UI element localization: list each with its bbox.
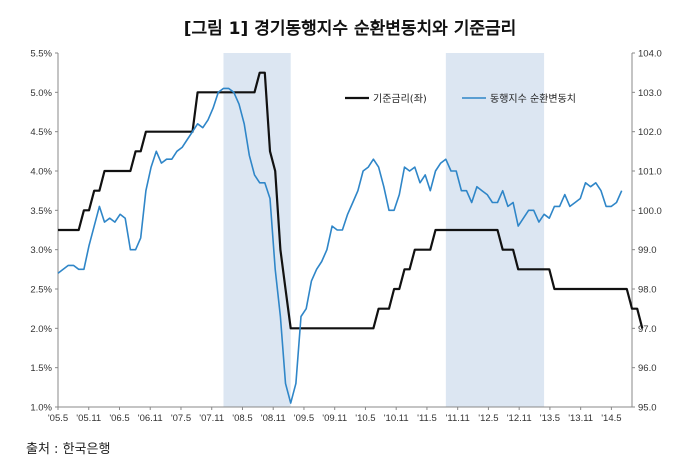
right-tick-label: 98.0 — [638, 285, 657, 296]
x-tick-label: '05.5 — [48, 413, 68, 424]
legend-label: 기준금리(좌) — [373, 93, 427, 105]
x-tick-label: '05.11 — [76, 413, 101, 424]
x-tick-label: '14.5 — [601, 413, 621, 424]
shaded-period-1 — [223, 53, 291, 407]
x-tick-label: '10.5 — [355, 413, 375, 424]
left-tick-label: 5.5% — [30, 49, 52, 60]
right-tick-label: 101.0 — [638, 167, 662, 178]
x-tick-label: '07.11 — [199, 413, 224, 424]
left-tick-label: 1.5% — [30, 363, 52, 374]
right-tick-label: 97.0 — [638, 324, 657, 335]
x-tick-label: '13.5 — [540, 413, 560, 424]
right-tick-label: 95.0 — [638, 403, 657, 414]
left-tick-label: 3.5% — [30, 206, 52, 217]
left-tick-label: 4.0% — [30, 167, 52, 178]
x-tick-label: '13.11 — [568, 413, 593, 424]
x-tick-label: '12.5 — [478, 413, 498, 424]
x-tick-label: '09.5 — [294, 413, 314, 424]
right-tick-label: 104.0 — [638, 49, 662, 60]
x-tick-label: '07.5 — [171, 413, 191, 424]
left-tick-label: 2.0% — [30, 324, 52, 335]
left-tick-label: 1.0% — [30, 403, 52, 414]
series-line-base-rate — [58, 71, 644, 330]
x-tick-label: '06.11 — [138, 413, 163, 424]
right-tick-label: 99.0 — [638, 245, 657, 256]
source-note: 출처 : 한국은행 — [26, 442, 111, 457]
series-line-coincident-index — [57, 87, 623, 404]
right-tick-label: 100.0 — [638, 206, 662, 217]
right-tick-label: 102.0 — [638, 127, 662, 138]
x-tick-label: '06.5 — [109, 413, 129, 424]
left-tick-label: 2.5% — [30, 285, 52, 296]
x-tick-label: '10.11 — [384, 413, 409, 424]
x-tick-label: '12.11 — [507, 413, 532, 424]
right-tick-label: 103.0 — [638, 88, 662, 99]
x-tick-label: '09.11 — [322, 413, 347, 424]
axes: 1.0% 1.5% 2.0% 2.5% 3.0% 3.5% 4.0% 4.5% 5.0% 5.5%… — [30, 49, 661, 425]
right-tick-label: 96.0 — [638, 363, 657, 374]
legend: 기준금리(좌) 동행지수 순환변동치 — [345, 93, 576, 105]
x-tick-label: '11.5 — [417, 413, 437, 424]
left-tick-label: 3.0% — [30, 245, 52, 256]
left-tick-label: 5.0% — [30, 88, 52, 99]
left-tick-label: 4.5% — [30, 127, 52, 138]
x-tick-label: '08.11 — [261, 413, 286, 424]
x-tick-label: '11.11 — [446, 413, 470, 424]
legend-label: 동행지수 순환변동치 — [490, 93, 576, 105]
x-tick-label: '08.5 — [232, 413, 252, 424]
series-lines — [57, 71, 644, 404]
chart-title: [그림 1] 경기동행지수 순환변동치와 기준금리 — [183, 19, 517, 39]
